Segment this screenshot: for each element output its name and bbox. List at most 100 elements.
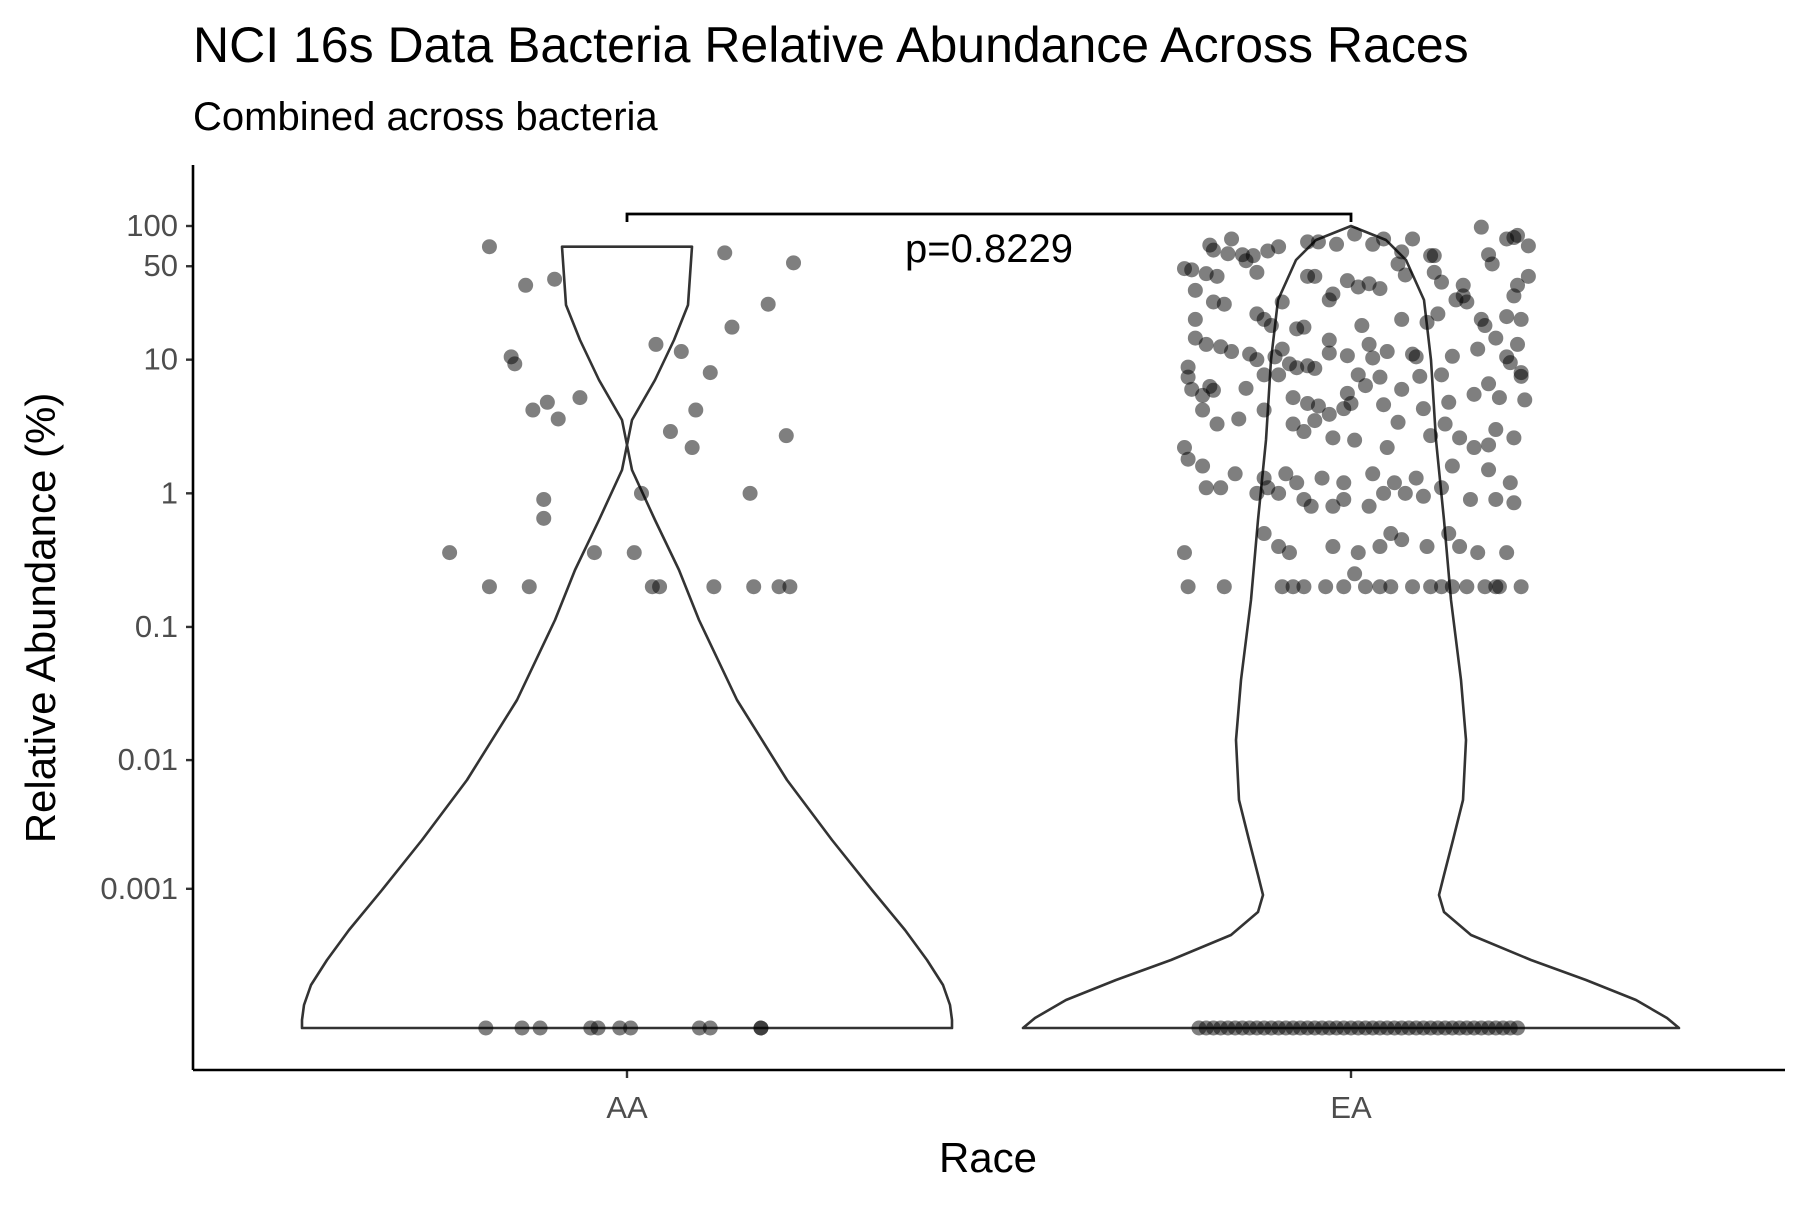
y-tick-label: 100 xyxy=(126,208,178,243)
data-point xyxy=(1361,498,1377,514)
data-point xyxy=(1470,545,1486,561)
data-point xyxy=(1256,367,1272,383)
data-point xyxy=(1426,248,1442,264)
data-point xyxy=(1176,440,1192,456)
data-point xyxy=(1415,401,1431,417)
data-point xyxy=(1510,277,1526,293)
data-point xyxy=(1390,256,1406,272)
data-point xyxy=(1187,311,1203,327)
data-point xyxy=(1271,367,1287,383)
data-point xyxy=(1285,579,1301,595)
data-point xyxy=(1176,545,1192,561)
data-point xyxy=(1205,382,1221,398)
data-point xyxy=(1350,545,1366,561)
data-point xyxy=(662,424,678,440)
data-point xyxy=(1379,440,1395,456)
data-point xyxy=(1437,416,1453,432)
data-point xyxy=(1383,579,1399,595)
data-point xyxy=(1499,309,1515,325)
data-point xyxy=(481,239,497,255)
data-point xyxy=(1484,256,1500,272)
data-point xyxy=(1307,413,1323,429)
data-point xyxy=(1310,234,1326,250)
data-point xyxy=(1419,314,1435,330)
data-point xyxy=(1470,341,1486,357)
data-point xyxy=(1455,277,1471,293)
data-point xyxy=(1180,369,1196,385)
data-point xyxy=(1314,470,1330,486)
data-point xyxy=(1444,348,1460,364)
data-point xyxy=(1296,579,1312,595)
x-axis-ticks: AA EA xyxy=(606,1070,1372,1125)
data-point xyxy=(1256,526,1272,542)
violins xyxy=(300,224,1681,1030)
data-point xyxy=(786,255,802,271)
data-point xyxy=(1354,318,1370,334)
data-point xyxy=(1477,318,1493,334)
data-point xyxy=(586,545,602,561)
data-point xyxy=(724,319,740,335)
data-point xyxy=(1488,422,1504,438)
data-point xyxy=(1434,274,1449,290)
data-point xyxy=(691,1020,707,1036)
data-point xyxy=(1415,488,1431,504)
data-point xyxy=(1520,238,1536,254)
y-tick-label: 10 xyxy=(144,342,178,377)
data-point xyxy=(1329,236,1345,252)
data-point xyxy=(1336,475,1352,491)
data-point xyxy=(1263,318,1279,334)
data-point xyxy=(1361,336,1377,352)
data-point xyxy=(1318,579,1334,595)
data-point xyxy=(1347,566,1363,582)
data-point xyxy=(702,365,718,381)
data-point xyxy=(590,1020,606,1036)
data-point xyxy=(1499,545,1515,561)
data-point xyxy=(1231,411,1247,427)
data-point xyxy=(1408,349,1424,365)
data-point xyxy=(1357,378,1373,394)
data-point xyxy=(782,579,798,595)
data-point xyxy=(1502,475,1518,491)
data-point xyxy=(1488,330,1504,346)
y-tick-label: 50 xyxy=(144,248,178,283)
data-point xyxy=(1394,532,1410,548)
data-point xyxy=(1390,414,1406,430)
data-point xyxy=(1466,440,1482,456)
data-point xyxy=(1365,350,1381,366)
data-point xyxy=(521,579,537,595)
data-point xyxy=(1513,579,1529,595)
data-point xyxy=(1274,294,1290,310)
data-point xyxy=(1462,491,1478,507)
y-tick-label: 1 xyxy=(161,475,178,510)
data-point xyxy=(1386,475,1402,491)
data-point xyxy=(1405,579,1421,595)
data-point xyxy=(1444,579,1460,595)
data-point xyxy=(1423,428,1439,444)
data-point xyxy=(442,545,458,561)
data-point xyxy=(1339,273,1355,289)
data-point xyxy=(1372,369,1388,385)
data-point xyxy=(1506,430,1522,446)
data-point xyxy=(1224,344,1240,360)
data-point xyxy=(1405,231,1421,247)
data-point xyxy=(525,402,541,418)
data-point xyxy=(1289,475,1305,491)
data-point xyxy=(1205,242,1221,258)
data-point xyxy=(1249,264,1265,280)
data-point xyxy=(746,579,762,595)
data-point xyxy=(1372,539,1388,555)
data-point xyxy=(572,390,588,406)
data-point xyxy=(1296,319,1312,335)
data-point xyxy=(1434,480,1449,496)
data-point xyxy=(1434,367,1449,383)
data-point xyxy=(1339,348,1355,364)
data-point xyxy=(1481,437,1497,453)
data-point xyxy=(1336,579,1352,595)
data-point xyxy=(688,402,704,418)
data-point xyxy=(1300,234,1316,250)
data-point xyxy=(702,1020,718,1036)
data-point xyxy=(1336,491,1352,507)
data-point xyxy=(1423,579,1439,595)
data-point xyxy=(518,277,534,293)
